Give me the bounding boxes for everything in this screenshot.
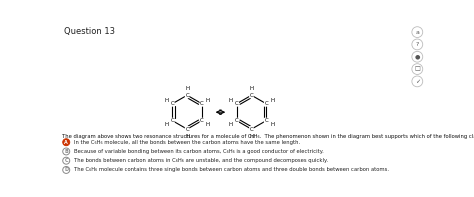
Text: H: H — [185, 134, 189, 138]
Text: In the C₆H₆ molecule, all the bonds between the carbon atoms have the same lengt: In the C₆H₆ molecule, all the bonds betw… — [74, 140, 300, 145]
Text: C: C — [250, 127, 253, 132]
Text: C: C — [235, 118, 238, 123]
Text: H: H — [249, 134, 254, 138]
Text: H: H — [249, 86, 254, 91]
Text: H: H — [228, 122, 233, 127]
Text: H: H — [206, 122, 210, 127]
Text: D: D — [64, 167, 68, 172]
Text: C: C — [264, 101, 268, 106]
Text: C: C — [200, 101, 204, 106]
Text: ●: ● — [415, 54, 420, 59]
Text: The diagram above shows two resonance structures for a molecule of C₆H₆.  The ph: The diagram above shows two resonance st… — [63, 134, 474, 139]
Text: C: C — [185, 93, 189, 98]
Text: C: C — [171, 118, 174, 123]
Text: The C₆H₆ molecule contains three single bonds between carbon atoms and three dou: The C₆H₆ molecule contains three single … — [74, 167, 389, 172]
Circle shape — [412, 27, 423, 37]
Text: ?: ? — [416, 42, 419, 47]
Text: C: C — [64, 158, 68, 163]
Text: H: H — [164, 122, 168, 127]
Text: Because of variable bonding between its carbon atoms, C₆H₆ is a good conductor o: Because of variable bonding between its … — [74, 149, 324, 154]
Text: C: C — [235, 101, 238, 106]
Text: C: C — [264, 118, 268, 123]
Circle shape — [63, 148, 70, 155]
Text: The bonds between carbon atoms in C₆H₆ are unstable, and the compound decomposes: The bonds between carbon atoms in C₆H₆ a… — [74, 158, 328, 163]
Text: a: a — [415, 30, 419, 35]
Circle shape — [412, 64, 423, 74]
Text: B: B — [64, 149, 68, 154]
Text: C: C — [171, 101, 174, 106]
Text: H: H — [270, 122, 274, 127]
Text: H: H — [270, 98, 274, 103]
Text: C: C — [200, 118, 204, 123]
Text: H: H — [228, 98, 233, 103]
Circle shape — [63, 139, 70, 146]
Text: C: C — [250, 93, 253, 98]
Text: Question 13: Question 13 — [64, 27, 115, 36]
Text: H: H — [185, 86, 189, 91]
Text: ✓: ✓ — [415, 79, 420, 84]
Circle shape — [412, 76, 423, 87]
Circle shape — [412, 39, 423, 50]
Circle shape — [63, 157, 70, 164]
Text: H: H — [206, 98, 210, 103]
Circle shape — [412, 51, 423, 62]
Circle shape — [63, 166, 70, 173]
Text: □: □ — [414, 67, 420, 72]
Text: H: H — [164, 98, 168, 103]
Text: C: C — [185, 127, 189, 132]
Text: A: A — [64, 140, 68, 145]
